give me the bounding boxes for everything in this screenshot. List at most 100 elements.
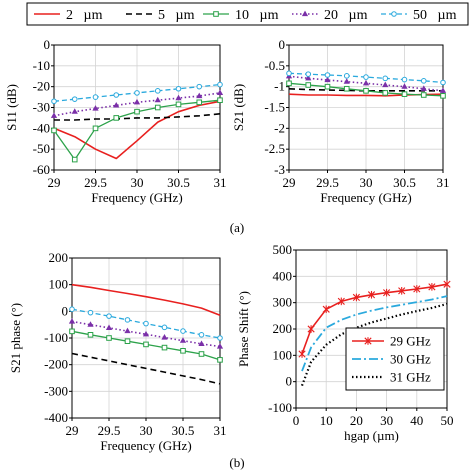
s11-series-line-gap_5: [54, 113, 221, 121]
s11-x-axis-label: Frequency (GHz): [91, 190, 182, 205]
phase-shift-legend: 29 GHz 30 GHz 31 GHz: [345, 327, 445, 391]
phase_shift-series-f29: [298, 280, 451, 358]
phase_shift-point-f29: [367, 290, 376, 299]
s21-x-tick-label: 29.5: [316, 175, 339, 190]
s21-x-tick-label: 30: [360, 175, 373, 190]
s21-point-gap_20: [305, 74, 312, 81]
s21-y-tick-label: -1: [274, 79, 285, 94]
s21_phase-point-gap_20: [124, 327, 131, 334]
s21_phase-point-gap_10: [106, 335, 112, 341]
phase_shift-point-f29: [443, 280, 451, 289]
s11-point-gap_50: [51, 98, 57, 105]
s11-point-gap_10: [134, 108, 140, 115]
s21_phase-point-gap_10: [180, 348, 186, 354]
s21_phase-point-gap_20: [198, 340, 205, 346]
s21-x-tick-label: 29: [283, 175, 296, 190]
s11-y-tick-label: -40: [33, 120, 50, 135]
legend-top-frame: [26, 2, 469, 26]
s21_phase-point-gap_20: [105, 324, 113, 330]
s21_phase-series-gap_20: [68, 318, 224, 349]
s21_phase-x-tick-label: 29: [66, 423, 79, 438]
phase_shift-y-axis-label: Phase Shift (°): [236, 291, 251, 367]
s11-point-gap_20: [71, 108, 78, 114]
s21-series-gap_20: [285, 72, 447, 93]
s21-point-gap_20: [439, 87, 447, 93]
s21_phase-grid: [71, 257, 221, 419]
s21_phase-point-gap_50: [217, 335, 223, 341]
s21_phase-y-tick-label: -300: [44, 383, 68, 398]
s11-point-gap_10: [154, 104, 161, 111]
s11-point-gap_50: [134, 90, 140, 96]
s21-point-gap_10: [324, 83, 331, 90]
s11-point-gap_10: [71, 156, 78, 163]
s21_phase-x-tick-label: 30: [140, 423, 153, 438]
s21-x-tick-label: 31: [437, 175, 450, 190]
s21_phase-series-gap_10: [69, 328, 223, 363]
s21-point-gap_50: [286, 70, 292, 77]
s21_phase-series-gap_50: [69, 306, 223, 341]
s21_phase-series-line-gap_2: [71, 283, 221, 317]
s21-point-gap_20: [420, 85, 427, 91]
phase_shift-y-tick-label: 200: [273, 321, 293, 336]
s21-series-line-gap_5: [288, 88, 443, 92]
phase_shift-series-f31: [300, 302, 448, 386]
phase-shift-legend-label-f31: 31 GHz: [390, 370, 431, 385]
caption-b: (b): [229, 455, 244, 470]
s11-series-gap_50: [51, 81, 223, 105]
legend-top-marker-gap_20: [301, 10, 309, 17]
phase-shift-legend-marker-f29: [364, 337, 372, 345]
phase-shift-legend-frame: [345, 327, 445, 391]
s11-y-tick-label: -50: [33, 141, 50, 156]
legend-top-entry-gap_2: 2 µm: [34, 8, 103, 23]
s21_phase-point-gap_10: [143, 341, 149, 348]
phase_shift-y-tick-label: 300: [273, 295, 293, 310]
s21-point-gap_50: [382, 75, 389, 82]
legend-top-label-gap_50: 50 µm: [413, 8, 457, 23]
legend-top-entry-gap_20: 20 µm: [292, 8, 368, 23]
s21-x-tick-label: 30.5: [393, 175, 416, 190]
s11-point-gap_20: [133, 98, 141, 105]
s21-point-gap_20: [343, 78, 350, 84]
s21-y-tick-label: -0.5: [264, 58, 285, 73]
phase_shift-point-f29: [413, 285, 421, 293]
legend-top-label-gap_5: 5 µm: [158, 8, 195, 23]
phase_shift-x-tick-label: 10: [320, 413, 333, 428]
caption-a: (a): [230, 220, 244, 235]
s11-point-gap_20: [196, 92, 203, 99]
s21-series-gap_50: [286, 70, 446, 86]
phase_shift-y-tick-label: 500: [273, 242, 293, 257]
s21_phase-y-tick-label: 100: [49, 277, 69, 292]
s21-point-gap_10: [440, 93, 446, 99]
s11-point-gap_10: [113, 115, 120, 121]
s11-series-gap_10: [51, 97, 223, 163]
s21_phase-point-gap_50: [180, 328, 186, 334]
s11-x-tick-label: 31: [214, 175, 227, 190]
s11-point-gap_20: [92, 105, 99, 111]
phase_shift-x-tick-label: 0: [293, 413, 300, 428]
phase_shift-y-tick-label: -100: [268, 400, 292, 415]
s21_phase-point-gap_50: [124, 317, 131, 323]
s21-point-gap_10: [420, 92, 427, 98]
phase_shift-x-tick-label: 30: [380, 413, 393, 428]
s21-point-gap_20: [362, 79, 370, 86]
s21_phase-point-gap_20: [142, 330, 150, 337]
s21_phase-series-gap_5: [71, 352, 221, 385]
s21-chart: 0 -0.5 -1 -1.5 -2 -2.5 -329 29.5 30 30.5 31 Frequen…: [231, 37, 450, 205]
s21-series-gap_10: [286, 80, 446, 99]
s21-point-gap_10: [363, 88, 369, 94]
s21-point-gap_10: [382, 90, 389, 96]
phase_shift-y-tick-label: 0: [286, 374, 293, 389]
s11-y-tick-label: -30: [33, 100, 50, 115]
s11-point-gap_20: [154, 96, 161, 103]
s21_phase-point-gap_50: [106, 313, 112, 319]
s21-point-gap_50: [401, 76, 408, 83]
s21-y-tick-label: -3: [274, 162, 285, 177]
phase_shift-x-tick-label: 20: [350, 413, 363, 428]
s21_phase-y-tick-label: -400: [44, 410, 68, 425]
s11-point-gap_50: [71, 96, 78, 102]
s21_phase-series-line-gap_5: [71, 352, 221, 385]
s21_phase-y-tick-label: -100: [44, 330, 68, 345]
phase_shift-series-f30: [301, 295, 448, 372]
s11-point-gap_50: [217, 81, 223, 88]
